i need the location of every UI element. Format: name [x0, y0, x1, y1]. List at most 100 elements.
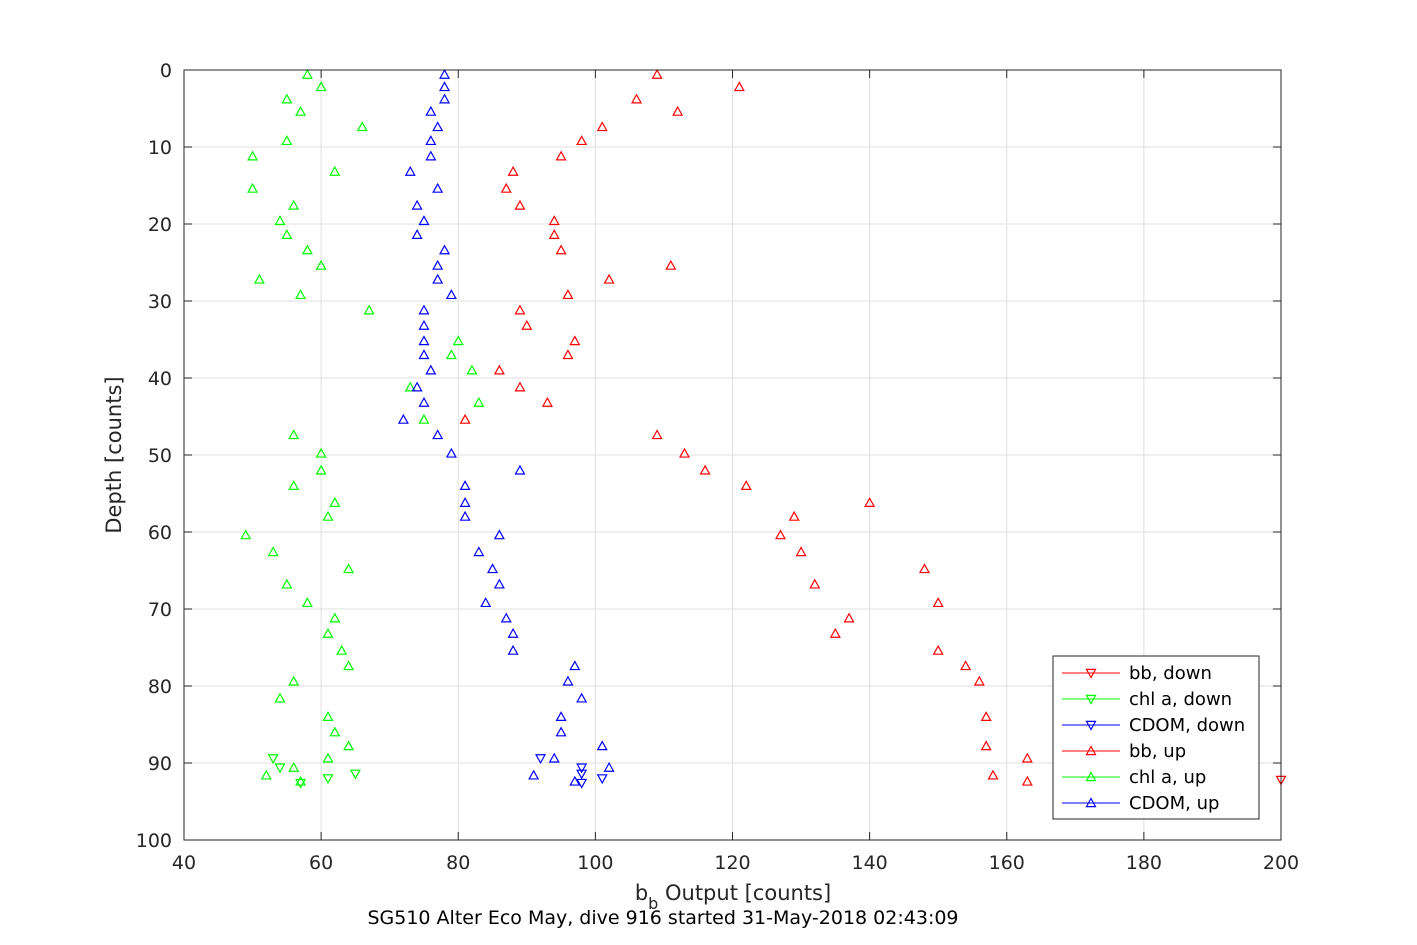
- data-point: [603, 761, 615, 772]
- data-point: [439, 93, 451, 104]
- data-point: [445, 447, 457, 458]
- series-bb-up: [459, 68, 1033, 786]
- legend-label: chl a, down: [1129, 689, 1232, 710]
- data-point: [788, 510, 800, 521]
- data-point: [349, 769, 361, 780]
- data-point: [281, 93, 293, 104]
- x-tick-label: 80: [446, 852, 470, 874]
- data-point: [329, 726, 341, 737]
- legend-item: bb, up: [1062, 741, 1186, 762]
- data-point: [343, 563, 355, 574]
- data-point: [843, 612, 855, 623]
- data-point: [295, 289, 307, 300]
- data-point: [932, 597, 944, 608]
- data-point: [247, 150, 259, 161]
- data-point: [260, 769, 272, 780]
- data-point: [459, 497, 471, 507]
- data-point: [596, 774, 608, 785]
- data-point: [315, 259, 327, 270]
- data-point: [343, 660, 355, 671]
- y-tick-label: 50: [148, 445, 172, 467]
- data-point: [418, 319, 430, 330]
- data-point: [432, 121, 444, 132]
- x-axis-title: bb Output [counts]: [635, 881, 831, 913]
- data-point: [445, 349, 457, 360]
- data-point: [253, 273, 265, 284]
- y-tick-label: 80: [148, 676, 172, 698]
- data-point: [418, 215, 430, 226]
- data-point: [288, 675, 300, 686]
- data-point: [980, 711, 992, 722]
- data-point: [439, 244, 451, 255]
- legend-label: bb, down: [1129, 663, 1212, 684]
- x-tick-label: 140: [851, 852, 887, 874]
- data-point: [562, 675, 574, 686]
- legend-marker: [1085, 694, 1097, 705]
- data-point: [576, 778, 588, 789]
- y-tick-label: 40: [148, 368, 172, 390]
- data-point: [411, 229, 423, 239]
- data-point: [418, 349, 430, 360]
- tick-labels: 40 60 80 100 120 140 160 180 200 0 10 20 30 40 50 60 70 8…: [136, 60, 1299, 874]
- legend-marker: [1085, 797, 1097, 808]
- data-point: [329, 165, 341, 176]
- data-point: [466, 364, 478, 375]
- data-point: [521, 319, 533, 330]
- data-point: [329, 497, 341, 507]
- data-point: [322, 752, 334, 763]
- data-point: [514, 381, 526, 392]
- data-point: [356, 121, 368, 132]
- data-point: [535, 754, 547, 765]
- data-point: [274, 215, 286, 226]
- data-point: [576, 769, 588, 780]
- data-point: [932, 644, 944, 655]
- data-point: [493, 578, 505, 589]
- data-point: [240, 529, 252, 540]
- data-point: [809, 578, 821, 589]
- data-point: [363, 304, 375, 315]
- data-point: [315, 464, 327, 475]
- series-cdom-up: [397, 68, 615, 786]
- data-point: [322, 627, 334, 638]
- series-cdom-down: [535, 754, 608, 789]
- data-point: [569, 335, 581, 346]
- data-point: [548, 215, 560, 226]
- data-point: [397, 413, 409, 424]
- legend: bb, down chl a, down CDOM, down bb, up chl a…: [1052, 655, 1260, 820]
- legend-marker: [1085, 745, 1097, 756]
- y-tick-label: 30: [148, 291, 172, 313]
- data-point: [596, 740, 608, 751]
- data-point: [315, 447, 327, 458]
- data-point: [487, 563, 499, 574]
- data-point: [576, 692, 588, 703]
- data-point: [288, 480, 300, 490]
- data-point: [445, 289, 457, 300]
- data-point: [973, 675, 985, 686]
- x-tick-label: 100: [577, 852, 613, 874]
- data-point: [918, 563, 930, 574]
- data-point: [665, 259, 677, 270]
- data-point: [576, 135, 588, 146]
- legend-item: CDOM, up: [1062, 793, 1219, 814]
- data-point: [630, 93, 643, 104]
- legend-label: bb, up: [1129, 741, 1186, 762]
- data-point: [500, 612, 512, 623]
- data-point: [596, 121, 608, 132]
- data-point: [514, 199, 526, 210]
- data-point: [740, 480, 752, 490]
- legend-label: CDOM, down: [1129, 715, 1245, 736]
- legend-item: bb, down: [1062, 663, 1212, 684]
- data-point: [528, 769, 540, 780]
- data-point: [274, 692, 286, 703]
- data-point: [425, 135, 437, 146]
- y-tick-label: 60: [148, 522, 172, 544]
- y-tick-label: 100: [136, 830, 172, 852]
- y-tick-label: 10: [148, 137, 172, 159]
- series-chl-a-up: [240, 68, 485, 786]
- data-point: [1021, 775, 1033, 786]
- data-point: [452, 335, 464, 346]
- data-point: [432, 273, 444, 284]
- data-point: [548, 229, 560, 239]
- data-point: [418, 413, 430, 424]
- x-tick-label: 160: [989, 852, 1025, 874]
